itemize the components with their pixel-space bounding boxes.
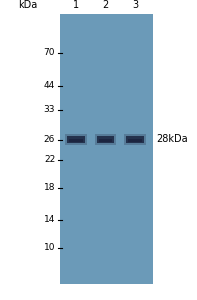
Text: 3: 3 xyxy=(132,1,138,10)
Text: 22: 22 xyxy=(44,155,55,164)
Bar xyxy=(60,14,153,284)
Bar xyxy=(97,136,114,143)
Bar xyxy=(124,134,146,145)
Text: 70: 70 xyxy=(44,48,55,57)
Text: 18: 18 xyxy=(44,183,55,192)
Text: kDa: kDa xyxy=(18,1,37,10)
Text: 10: 10 xyxy=(44,243,55,252)
Bar xyxy=(126,136,144,143)
Text: 26: 26 xyxy=(44,135,55,144)
Text: 44: 44 xyxy=(44,81,55,90)
Bar xyxy=(69,139,83,142)
Bar xyxy=(65,134,87,145)
Bar xyxy=(128,139,142,142)
Text: 1: 1 xyxy=(73,1,79,10)
Bar xyxy=(67,136,85,143)
Text: 14: 14 xyxy=(44,215,55,224)
Text: 33: 33 xyxy=(44,105,55,114)
Bar xyxy=(98,139,112,142)
Text: 28kDa: 28kDa xyxy=(157,134,188,145)
Bar xyxy=(95,134,116,145)
Text: 2: 2 xyxy=(102,1,109,10)
